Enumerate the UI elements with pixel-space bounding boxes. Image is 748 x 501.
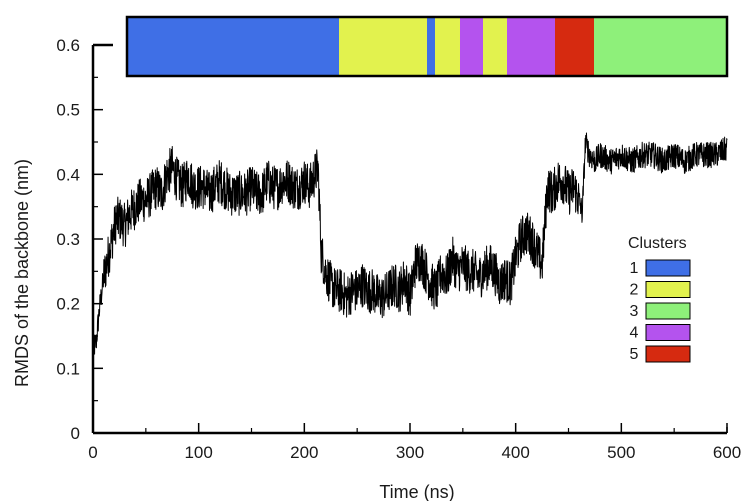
x-tick-label: 400 [501,443,529,462]
y-tick-label: 0.2 [56,295,80,314]
y-tick-label: 0 [71,424,80,443]
y-tick-label: 0.5 [56,101,80,120]
y-tick-label: 0.3 [56,230,80,249]
legend-label-2: 2 [630,282,639,299]
cluster-bar [125,15,729,78]
y-axis-title: RMDS of the backbone (nm) [12,159,32,387]
cluster-segment-2 [435,17,460,76]
legend-label-5: 5 [630,346,639,363]
legend-label-1: 1 [630,260,639,277]
plot-series [92,132,728,355]
legend-swatch-1 [645,259,691,277]
cluster-segment-4 [460,17,483,76]
cluster-segment-1 [427,17,435,76]
cluster-segment-4 [507,17,555,76]
rmsd-series-line [92,132,728,355]
x-axis-title: Time (ns) [379,482,454,501]
legend-label-3: 3 [630,303,639,320]
legend: Clusters 1 2 3 4 5 [628,235,691,363]
legend-swatch-2 [645,281,691,298]
y-tick-label: 0.4 [56,165,80,184]
x-tick-label: 200 [290,443,318,462]
cluster-segment-2 [339,17,427,76]
cluster-segment-5 [555,17,594,76]
y-tick-label: 0.1 [56,359,80,378]
y-tick-label: 0.6 [56,36,80,55]
axes: 0 100 200 300 400 500 600 0 0.1 0.2 0.3 0.4 0.5 0.6 [56,36,741,462]
legend-swatch-5 [645,345,691,363]
cluster-bar-border [125,15,729,78]
cluster-segment-3 [594,17,727,76]
x-tick-label: 100 [184,443,212,462]
x-tick-label: 500 [607,443,635,462]
legend-swatch-4 [645,324,691,341]
legend-label-4: 4 [630,325,639,342]
x-tick-label: 600 [713,443,741,462]
x-tick-label: 300 [396,443,424,462]
legend-title: Clusters [628,235,687,252]
x-tick-label: 0 [88,443,97,462]
legend-swatch-3 [645,302,691,320]
cluster-segment-2 [483,17,507,76]
cluster-segment-1 [127,17,339,76]
